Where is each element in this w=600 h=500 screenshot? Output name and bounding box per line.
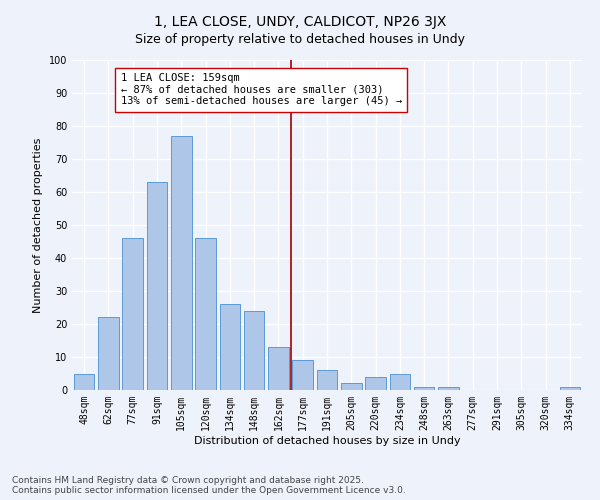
Y-axis label: Number of detached properties: Number of detached properties: [33, 138, 43, 312]
Bar: [122, 238, 143, 390]
Bar: [438, 386, 459, 390]
Bar: [341, 384, 362, 390]
Text: Size of property relative to detached houses in Undy: Size of property relative to detached ho…: [135, 32, 465, 46]
Bar: [389, 374, 410, 390]
Text: Contains HM Land Registry data © Crown copyright and database right 2025.
Contai: Contains HM Land Registry data © Crown c…: [12, 476, 406, 495]
Text: 1, LEA CLOSE, UNDY, CALDICOT, NP26 3JX: 1, LEA CLOSE, UNDY, CALDICOT, NP26 3JX: [154, 15, 446, 29]
Bar: [220, 304, 240, 390]
Bar: [171, 136, 191, 390]
Bar: [98, 318, 119, 390]
Text: 1 LEA CLOSE: 159sqm
← 87% of detached houses are smaller (303)
13% of semi-detac: 1 LEA CLOSE: 159sqm ← 87% of detached ho…: [121, 73, 402, 106]
Bar: [317, 370, 337, 390]
Bar: [146, 182, 167, 390]
Bar: [560, 386, 580, 390]
Bar: [414, 386, 434, 390]
Bar: [292, 360, 313, 390]
Bar: [244, 311, 265, 390]
Bar: [195, 238, 216, 390]
Bar: [268, 347, 289, 390]
Bar: [74, 374, 94, 390]
Bar: [365, 377, 386, 390]
X-axis label: Distribution of detached houses by size in Undy: Distribution of detached houses by size …: [194, 436, 460, 446]
